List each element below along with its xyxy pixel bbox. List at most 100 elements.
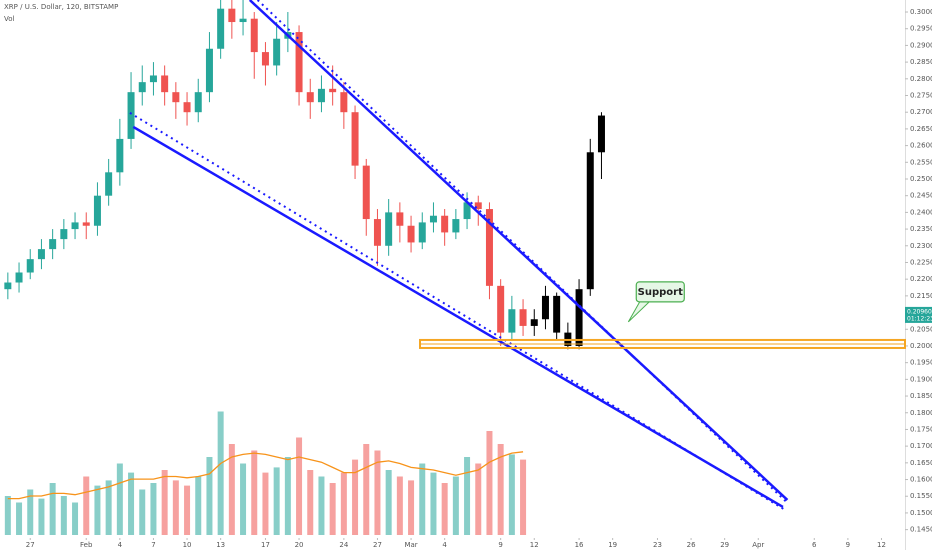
volume-bar (329, 483, 336, 535)
candle-body (15, 272, 23, 283)
volume-bar (139, 489, 146, 535)
last-price-tag (905, 306, 932, 323)
candle-body (127, 92, 135, 139)
candle-body (441, 215, 449, 233)
candle-body (396, 212, 404, 226)
candle-body (273, 38, 281, 66)
volume-bar (486, 431, 493, 535)
last-price-time: 01:12:23 (907, 315, 932, 322)
y-tick-label: 0.22500 (910, 258, 932, 266)
candle-body (82, 222, 90, 226)
y-tick-label: 0.17500 (910, 425, 932, 433)
candle-body (474, 202, 482, 210)
candle-body (541, 295, 549, 320)
candle-body (418, 222, 426, 243)
y-tick-label: 0.19000 (910, 375, 932, 383)
volume-bar (408, 480, 415, 535)
y-tick-label: 0.15000 (910, 509, 932, 517)
candle-body (385, 212, 393, 246)
volume-bar (206, 457, 213, 535)
candle-body (261, 52, 269, 66)
candle-body (239, 18, 247, 23)
volume-bar (251, 450, 258, 535)
x-tick-label: 9 (498, 541, 502, 549)
callout-text: Support (638, 287, 683, 298)
volume-bar (396, 476, 403, 535)
volume-bar (430, 472, 437, 535)
volume-bar (228, 444, 235, 535)
volume-label: Vol (4, 15, 15, 23)
y-tick-label: 0.28000 (910, 75, 932, 83)
y-tick-label: 0.24000 (910, 208, 932, 216)
volume-bar (452, 476, 459, 535)
x-tick-label: 29 (720, 541, 729, 549)
volume-bar (464, 457, 471, 535)
y-tick-label: 0.26500 (910, 125, 932, 133)
volume-bar (172, 480, 179, 535)
y-tick-label: 0.17000 (910, 442, 932, 450)
x-tick-label: Feb (80, 541, 93, 549)
x-tick-label: 9 (846, 541, 850, 549)
candle-body (497, 285, 505, 333)
candle-body (194, 92, 202, 113)
candle-body (93, 195, 101, 226)
x-tick-label: 4 (442, 541, 447, 549)
candle-body (553, 295, 561, 333)
volume-bar (520, 459, 527, 535)
x-tick-label: 16 (575, 541, 584, 549)
candle-body (429, 215, 437, 223)
volume-bar (60, 496, 67, 535)
x-tick-label: Apr (752, 541, 764, 549)
volume-bar (508, 454, 515, 535)
volume-bar (94, 485, 101, 535)
candle-body (362, 165, 370, 220)
x-tick-label: 10 (183, 541, 192, 549)
volume-bar (307, 470, 314, 535)
candle-body (597, 115, 605, 153)
candle-body (105, 172, 113, 196)
candle-body (116, 138, 124, 173)
volume-bar (385, 470, 392, 535)
candle-body (575, 289, 583, 346)
volume-bar (195, 476, 202, 535)
volume-bar (161, 470, 168, 535)
volume-bar (4, 496, 11, 535)
x-tick-label: 27 (373, 541, 382, 549)
x-tick-label: 12 (877, 541, 886, 549)
y-tick-label: 0.18000 (910, 409, 932, 417)
chart-title: XRP / U.S. Dollar, 120, BITSTAMP (4, 3, 118, 11)
candle-body (205, 48, 213, 93)
volume-bar (27, 489, 34, 535)
y-tick-label: 0.28500 (910, 58, 932, 66)
x-tick-label: 6 (812, 541, 817, 549)
candle-body (149, 75, 157, 83)
volume-bar (128, 472, 135, 535)
candle-body (60, 229, 68, 240)
candle-body (228, 8, 236, 23)
volume-bar (150, 483, 157, 535)
x-tick-label: 13 (216, 541, 225, 549)
x-tick-label: 23 (653, 541, 662, 549)
candle-body (26, 259, 34, 273)
volume-bar (296, 437, 303, 535)
candle-body (586, 152, 594, 290)
volume-bar (38, 498, 45, 535)
last-price-label: 0.20960 (907, 308, 932, 315)
y-tick-label: 0.23500 (910, 225, 932, 233)
volume-bar (16, 502, 23, 535)
candle-body (317, 88, 325, 103)
candle-body (452, 219, 460, 233)
candle-body (37, 249, 45, 260)
volume-bar (475, 463, 482, 535)
y-tick-label: 0.26000 (910, 142, 932, 150)
x-tick-label: 7 (151, 541, 155, 549)
candle-body (4, 282, 12, 290)
y-tick-label: 0.25500 (910, 158, 932, 166)
volume-bar (217, 411, 224, 535)
candle-body (485, 209, 493, 286)
candle-body (306, 92, 314, 103)
candle-body (351, 112, 359, 166)
y-tick-label: 0.25000 (910, 175, 932, 183)
candle-body (217, 8, 225, 49)
